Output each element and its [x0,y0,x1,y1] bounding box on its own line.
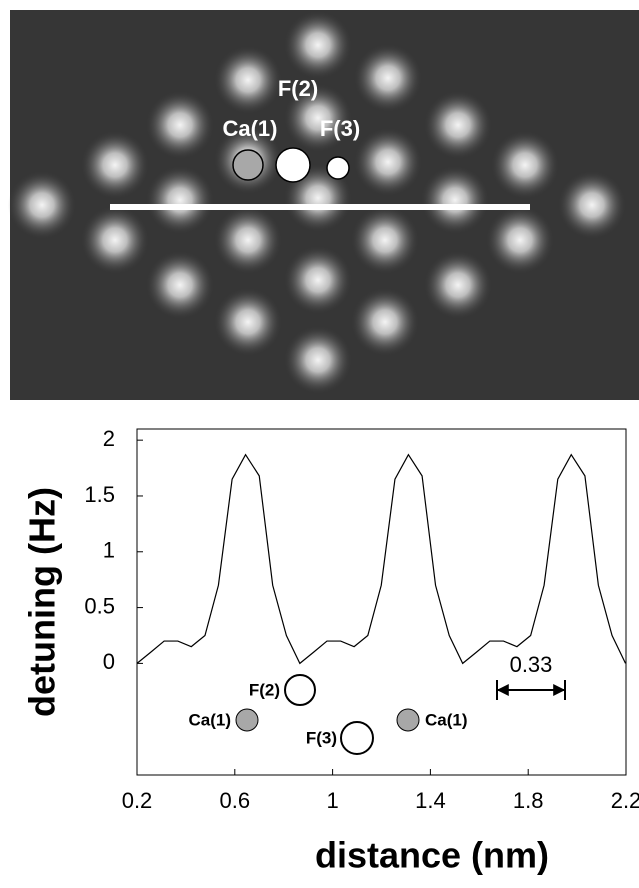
atom-blob [491,131,559,199]
atom-blob [81,206,149,274]
f2-marker [284,674,316,706]
x-tick-label: 1.8 [513,788,544,813]
atom-blob [214,288,282,356]
atom-blob [284,164,352,232]
atom-blob [354,128,422,196]
ca-marker [232,149,264,181]
x-tick-label: 0.2 [122,788,153,813]
atom-blob [146,251,214,319]
f2-marker [275,147,311,183]
atom-blob [81,131,149,199]
image-label: F(2) [278,76,318,101]
data-line [136,453,627,665]
image-label: F(3) [320,116,360,141]
atom-blob [284,11,352,79]
y-tick-label: 1.5 [84,482,115,507]
x-tick-label: 2.2 [611,788,639,813]
atom-blob [146,166,214,234]
ca-marker [235,708,259,732]
atom-blobs [8,11,626,394]
atom-blob [8,171,76,239]
x-tick-label: 0.6 [220,788,251,813]
annotation: F(3) [306,728,337,747]
atom-blob [214,206,282,274]
plot-frame [136,428,627,776]
atom-blob [486,206,554,274]
atom-blob [558,171,626,239]
atom-blob [424,91,492,159]
x-axis-label: distance (nm) [315,835,549,876]
x-tick-label: 1.4 [415,788,446,813]
atom-blob [146,91,214,159]
ca-marker [396,708,420,732]
atom-blob [424,251,492,319]
y-tick-label: 1 [103,538,115,563]
atom-blob [351,288,419,356]
annotation: 0.33 [510,652,553,677]
annotation: F(2) [249,680,280,699]
chart: distance (nm) detuning (Hz) F(2) Ca(1) F… [22,426,639,876]
y-axis-label: detuning (Hz) [22,487,63,717]
f3-marker [326,156,350,180]
atom-blob [354,44,422,112]
annotation: Ca(1) [425,710,468,729]
y-tick-label: 2 [103,426,115,451]
atom-blob [214,46,282,114]
f3-marker [340,721,374,755]
atom-blob [421,166,489,234]
annotation: Ca(1) [188,710,231,729]
atom-blob [284,246,352,314]
atom-blob [284,326,352,394]
atom-blob [351,206,419,274]
image-label: Ca(1) [222,116,277,141]
y-tick-label: 0 [103,649,115,674]
x-tick-label: 1 [326,788,338,813]
y-tick-label: 0.5 [84,593,115,618]
atom-blob [284,84,352,152]
